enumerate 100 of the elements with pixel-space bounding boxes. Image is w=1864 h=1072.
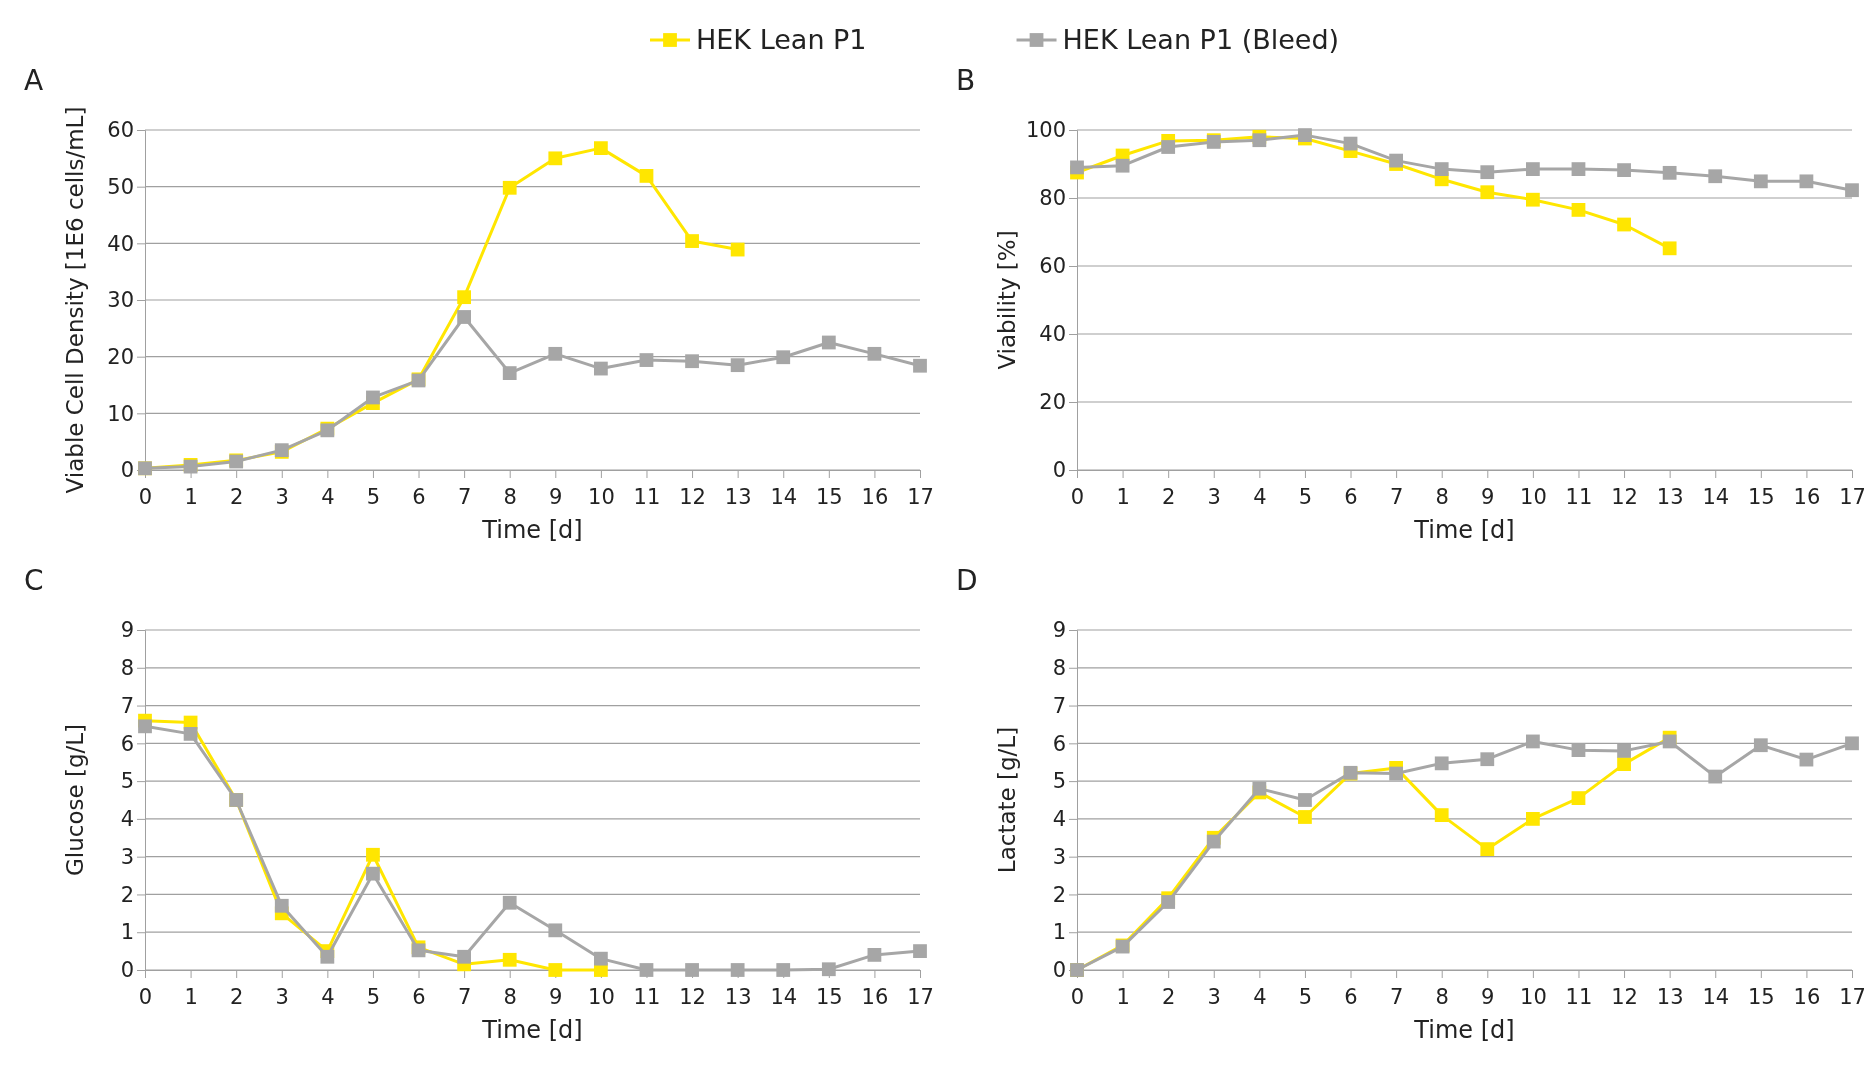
y-tick-label: 40 <box>107 231 134 256</box>
x-tick-label: 14 <box>1702 985 1730 1010</box>
x-tick-label: 3 <box>1207 985 1221 1010</box>
y-tick-label: 2 <box>120 882 134 907</box>
x-tick-label: 16 <box>861 485 889 510</box>
y-tick-label: 10 <box>107 401 134 426</box>
legend-label: HEK Lean P1 (Bleed) <box>1062 24 1340 55</box>
x-tick-label: 8 <box>503 485 517 510</box>
x-tick-label: 9 <box>549 985 563 1010</box>
y-tick-label: 2 <box>1052 882 1066 907</box>
chart-title: C <box>24 564 44 597</box>
x-tick-label: 11 <box>633 985 661 1010</box>
y-tick-label: 0 <box>1052 458 1066 483</box>
x-tick-label: 16 <box>1793 485 1821 510</box>
x-tick-label: 17 <box>1839 485 1864 510</box>
x-tick-label: 16 <box>1793 985 1821 1010</box>
x-tick-label: 13 <box>1656 985 1684 1010</box>
x-tick-label: 9 <box>1481 985 1495 1010</box>
x-tick-label: 12 <box>679 485 706 510</box>
x-tick-label: 10 <box>1520 485 1547 510</box>
chart-title: A <box>24 64 44 97</box>
x-tick-label: 17 <box>907 985 934 1010</box>
x-tick-label: 6 <box>412 985 426 1010</box>
y-tick-label: 3 <box>1052 844 1066 869</box>
y-tick-label: 5 <box>120 769 134 794</box>
y-tick-label: 5 <box>1052 769 1066 794</box>
y-tick-label: 9 <box>120 618 134 643</box>
x-tick-label: 2 <box>1161 985 1176 1010</box>
x-tick-label: 8 <box>1435 985 1449 1010</box>
x-tick-label: 13 <box>724 485 752 510</box>
y-tick-label: 6 <box>1052 731 1066 756</box>
x-tick-label: 3 <box>275 485 289 510</box>
x-tick-label: 17 <box>907 485 934 510</box>
y-tick-label: 0 <box>120 958 134 983</box>
x-tick-label: 14 <box>770 985 798 1010</box>
x-tick-label: 14 <box>1702 485 1730 510</box>
x-tick-label: 12 <box>1611 485 1638 510</box>
y-tick-label: 8 <box>120 656 134 680</box>
x-tick-label: 5 <box>1298 985 1313 1010</box>
chart-title: D <box>956 564 978 597</box>
y-tick-label: 50 <box>107 174 134 199</box>
x-tick-label: 2 <box>229 485 244 510</box>
x-tick-label: 7 <box>457 985 472 1010</box>
x-tick-label: 7 <box>1389 485 1404 510</box>
x-tick-label: 10 <box>588 485 615 510</box>
y-tick-label: 1 <box>1052 920 1066 945</box>
legend-label: HEK Lean P1 <box>696 24 867 55</box>
x-axis-title: Time [d] <box>481 516 583 544</box>
y-tick-label: 7 <box>120 693 134 718</box>
x-tick-label: 6 <box>1344 985 1358 1010</box>
y-tick-label: 20 <box>1039 390 1066 415</box>
x-tick-label: 1 <box>184 985 198 1010</box>
x-tick-label: 2 <box>1161 485 1176 510</box>
x-tick-label: 0 <box>138 985 153 1010</box>
x-tick-label: 15 <box>1747 985 1775 1010</box>
x-tick-label: 14 <box>770 485 798 510</box>
y-tick-label: 3 <box>120 844 134 869</box>
x-tick-label: 15 <box>1747 485 1775 510</box>
x-axis-title: Time [d] <box>1413 516 1515 544</box>
y-tick-label: 4 <box>120 807 134 832</box>
x-tick-label: 0 <box>1070 485 1085 510</box>
y-axis-title: Lactate [g/L] <box>994 726 1020 874</box>
x-tick-label: 3 <box>275 985 289 1010</box>
y-tick-label: 1 <box>120 920 134 945</box>
y-tick-label: 100 <box>1025 118 1066 143</box>
x-tick-label: 2 <box>229 985 244 1010</box>
x-tick-label: 5 <box>366 485 381 510</box>
x-tick-label: 17 <box>1839 985 1864 1010</box>
x-tick-label: 7 <box>1389 985 1404 1010</box>
y-axis-title: Glucose [g/L] <box>62 723 88 877</box>
x-tick-label: 11 <box>1565 985 1593 1010</box>
x-tick-label: 10 <box>1520 985 1547 1010</box>
x-tick-label: 13 <box>724 985 752 1010</box>
x-tick-label: 7 <box>457 485 472 510</box>
x-tick-label: 1 <box>1116 985 1130 1010</box>
x-tick-label: 0 <box>138 485 153 510</box>
x-tick-label: 9 <box>1481 485 1495 510</box>
y-tick-label: 6 <box>120 731 134 756</box>
y-tick-label: 8 <box>1052 656 1066 680</box>
y-axis-title: Viability [%] <box>994 230 1020 370</box>
x-tick-label: 8 <box>1435 485 1449 510</box>
x-tick-label: 9 <box>549 485 563 510</box>
x-tick-label: 11 <box>1565 485 1593 510</box>
x-tick-label: 3 <box>1207 485 1221 510</box>
x-tick-label: 5 <box>366 985 381 1010</box>
x-tick-label: 11 <box>633 485 661 510</box>
x-tick-label: 16 <box>861 985 889 1010</box>
x-axis-title: Time [d] <box>1413 1016 1515 1044</box>
y-tick-label: 20 <box>107 344 134 369</box>
x-tick-label: 5 <box>1298 485 1313 510</box>
x-tick-label: 6 <box>1344 485 1358 510</box>
x-tick-label: 15 <box>815 485 843 510</box>
x-tick-label: 1 <box>184 485 198 510</box>
y-axis-title: Viable Cell Density [1E6 cells/mL] <box>62 106 88 494</box>
y-tick-label: 30 <box>107 288 134 313</box>
y-tick-label: 40 <box>1039 322 1066 347</box>
x-tick-label: 4 <box>321 985 335 1010</box>
x-tick-label: 4 <box>1253 985 1267 1010</box>
x-tick-label: 4 <box>321 485 335 510</box>
x-tick-label: 12 <box>1611 985 1638 1010</box>
